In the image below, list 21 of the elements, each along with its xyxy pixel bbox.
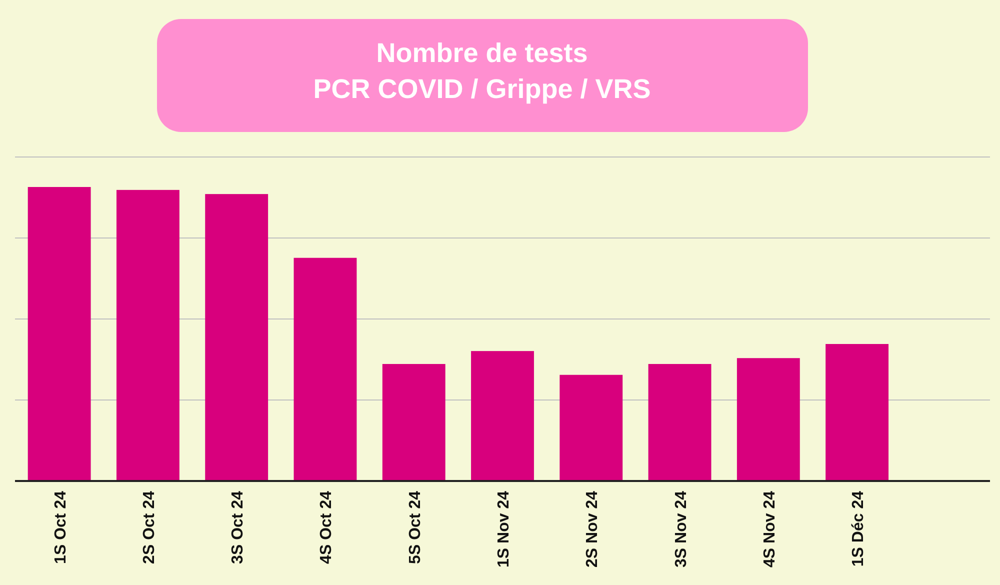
x-tick-label: 1S Déc 24: [850, 490, 868, 567]
bar: [826, 344, 889, 481]
x-tick-label: 4S Oct 24: [318, 490, 336, 564]
bar: [736, 358, 800, 481]
x-tick-label: 3S Oct 24: [230, 490, 247, 564]
bar: [648, 364, 712, 481]
x-tick-label: 5S Oct 24: [406, 490, 424, 564]
bar: [382, 364, 446, 481]
chart-title: Nombre de tests PCR COVID / Grippe / VRS: [313, 38, 651, 104]
bar: [205, 194, 268, 481]
bar: [294, 258, 357, 481]
bar: [560, 374, 623, 481]
bar: [116, 190, 180, 481]
x-tick-label: 4S Nov 24: [761, 490, 778, 568]
bar: [28, 187, 91, 481]
x-tick-label: 2S Oct 24: [140, 490, 158, 564]
x-tick-label: 1S Oct 24: [52, 490, 70, 564]
x-tick-label: 2S Nov 24: [584, 490, 602, 568]
bar: [471, 351, 534, 481]
x-tick-label: 1S Nov 24: [496, 490, 512, 568]
x-tick-label: 3S Nov 24: [672, 490, 690, 568]
